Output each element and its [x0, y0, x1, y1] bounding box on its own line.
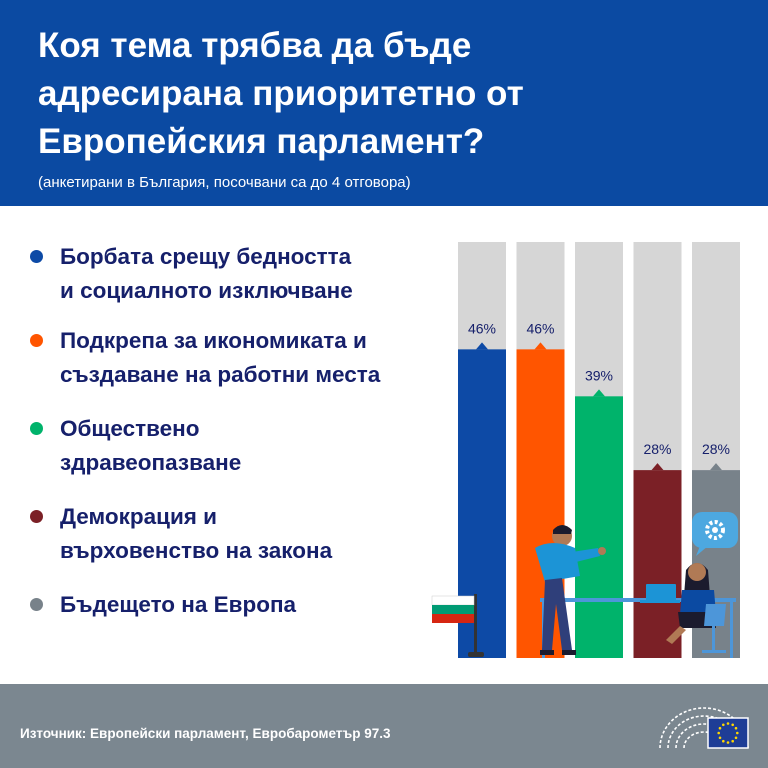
legend-dot-2 — [30, 422, 43, 435]
legend-item: Бъдещето на Европа — [30, 588, 440, 628]
legend-label-1: Подкрепа за икономиката и създаване на р… — [60, 328, 381, 387]
eu-flag-icon — [707, 717, 749, 749]
chart-legend: Борбата срещу бедността и социалното изк… — [30, 240, 440, 628]
legend-dot-1 — [30, 334, 43, 347]
footer-bar — [0, 684, 768, 768]
european-parliament-logo — [659, 707, 749, 749]
source-note: Източник: Европейски парламент, Евробаро… — [20, 726, 391, 741]
bar-value-label-0: 46% — [468, 320, 496, 336]
person-pointing-illustration — [535, 525, 606, 655]
bar-pointer-3 — [651, 463, 664, 471]
woman-at-laptop-illustration — [640, 563, 726, 653]
bar-value-label-3: 28% — [643, 441, 671, 457]
legend-dot-4 — [30, 598, 43, 611]
legend-item: Подкрепа за икономиката и създаване на р… — [30, 324, 440, 412]
legend-dot-3 — [30, 510, 43, 523]
legend-item: Демокрация и върховенство на закона — [30, 500, 440, 588]
legend-label-3: Демокрация и върховенство на закона — [60, 504, 333, 563]
bar-2 — [575, 396, 623, 658]
bar-pointer-4 — [710, 463, 722, 471]
legend-label-0: Борбата срещу бедността и социалното изк… — [60, 244, 353, 303]
bulgaria-flag-icon — [431, 594, 484, 657]
bar-value-label-1: 46% — [526, 320, 554, 336]
legend-item: Обществено здравеопазване — [30, 412, 440, 500]
bar-value-label-4: 28% — [702, 441, 730, 457]
gear-speech-bubble-icon — [692, 512, 738, 556]
bar-value-label-2: 39% — [585, 367, 613, 383]
legend-label-2: Обществено здравеопазване — [60, 416, 242, 475]
bar-pointer-1 — [534, 342, 547, 350]
page-title: Коя тема трябва да бъде адресирана приор… — [38, 26, 524, 161]
bar-pointer-2 — [593, 389, 605, 397]
legend-label-4: Бъдещето на Европа — [60, 592, 297, 617]
legend-item: Борбата срещу бедността и социалното изк… — [30, 240, 440, 324]
bar-3 — [633, 470, 682, 658]
page-subtitle: (анкетирани в България, посочвани са до … — [38, 174, 411, 191]
legend-dot-0 — [30, 250, 43, 263]
bar-pointer-0 — [476, 342, 488, 350]
header-banner: Коя тема трябва да бъде адресирана приор… — [0, 0, 768, 206]
